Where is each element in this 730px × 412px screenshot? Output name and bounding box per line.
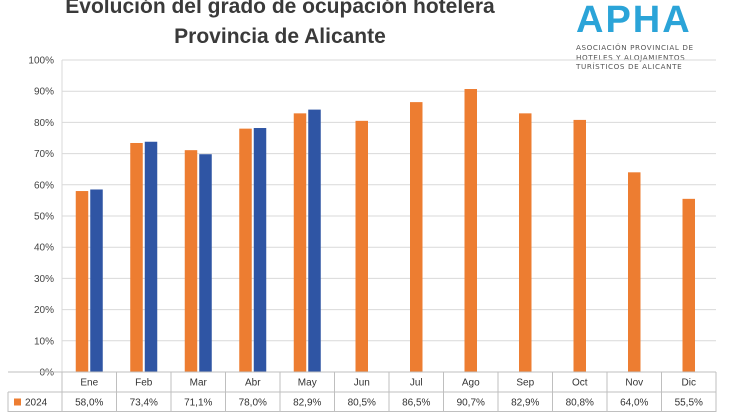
bar-2024-feb — [130, 142, 143, 372]
y-tick-label: 40% — [34, 243, 54, 254]
bar-series2-mar — [199, 154, 212, 372]
legend-label-2024: 2024 — [25, 398, 48, 409]
y-tick-label: 60% — [34, 180, 54, 191]
bar-2024-jul — [410, 102, 423, 373]
y-tick-label: 0% — [40, 368, 55, 379]
apha-logo: APHA ASOCIACIÓN PROVINCIAL DE HOTELES Y … — [576, 0, 726, 84]
data-label-2024: 64,0% — [620, 398, 648, 409]
y-tick-label: 50% — [34, 212, 54, 223]
logo-subtitle-line2: HOTELES Y ALOJAMIENTOS — [576, 52, 686, 62]
bar-2024-nov — [628, 172, 641, 372]
legend-key-2024 — [14, 398, 21, 406]
data-label-2024: 55,5% — [675, 398, 703, 409]
logo-subtitle: ASOCIACIÓN PROVINCIAL DE HOTELES Y ALOJA… — [576, 43, 726, 72]
x-tick-label: Abr — [245, 378, 261, 389]
data-label-2024: 71,1% — [184, 398, 212, 409]
x-tick-label: Feb — [135, 378, 153, 389]
x-tick-label: Ene — [80, 378, 98, 389]
chart-title: Evolución del grado de ocupación hoteler… — [0, 0, 560, 52]
bar-2024-dic — [682, 198, 695, 372]
bar-2024-may — [293, 113, 307, 373]
bar-2024-jun — [355, 120, 368, 372]
chart-title-line2: Provincia de Alicante — [174, 25, 386, 48]
y-tick-label: 80% — [34, 118, 54, 129]
data-label-2024: 80,8% — [566, 398, 594, 409]
bar-series2-ene — [90, 189, 103, 372]
bar-2024-mar — [184, 150, 198, 372]
data-label-2024: 58,0% — [75, 398, 103, 409]
bar-2024-oct — [573, 119, 586, 373]
bar-2024-sep — [519, 113, 532, 373]
x-tick-label: Jun — [354, 378, 370, 389]
logo-subtitle-line3: TURÍSTICOS DE ALICANTE — [576, 62, 683, 71]
data-label-2024: 78,0% — [239, 398, 267, 409]
x-tick-label: Dic — [682, 378, 696, 389]
y-tick-label: 100% — [28, 56, 54, 67]
data-label-2024: 86,5% — [402, 398, 430, 409]
bar-series2-feb — [144, 141, 158, 372]
data-label-2024: 82,9% — [293, 398, 321, 409]
x-tick-label: Jul — [410, 378, 423, 389]
bar-2024-ago — [464, 89, 477, 373]
x-tick-label: Mar — [190, 378, 208, 389]
x-tick-label: Oct — [572, 378, 588, 389]
data-label-2024: 80,5% — [348, 398, 376, 409]
x-tick-label: May — [298, 378, 317, 389]
y-tick-label: 70% — [34, 149, 54, 160]
bar-series2-abr — [253, 128, 267, 372]
y-tick-label: 20% — [34, 305, 54, 316]
data-label-2024: 73,4% — [130, 398, 158, 409]
y-tick-label: 10% — [34, 336, 54, 347]
y-tick-label: 30% — [34, 274, 54, 285]
logo-subtitle-line1: ASOCIACIÓN PROVINCIAL DE — [576, 43, 694, 52]
bar-series2-may — [308, 109, 321, 372]
chart-title-line1: Evolución del grado de ocupación hoteler… — [65, 0, 495, 18]
bar-2024-abr — [239, 128, 252, 372]
x-tick-label: Ago — [462, 378, 480, 389]
data-label-2024: 90,7% — [457, 398, 485, 409]
x-tick-label: Sep — [516, 378, 534, 389]
logo-wordmark: APHA — [576, 0, 692, 41]
bar-2024-ene — [75, 191, 89, 372]
data-label-2024: 82,9% — [511, 398, 539, 409]
y-tick-label: 90% — [34, 87, 54, 98]
x-tick-label: Nov — [625, 378, 643, 389]
